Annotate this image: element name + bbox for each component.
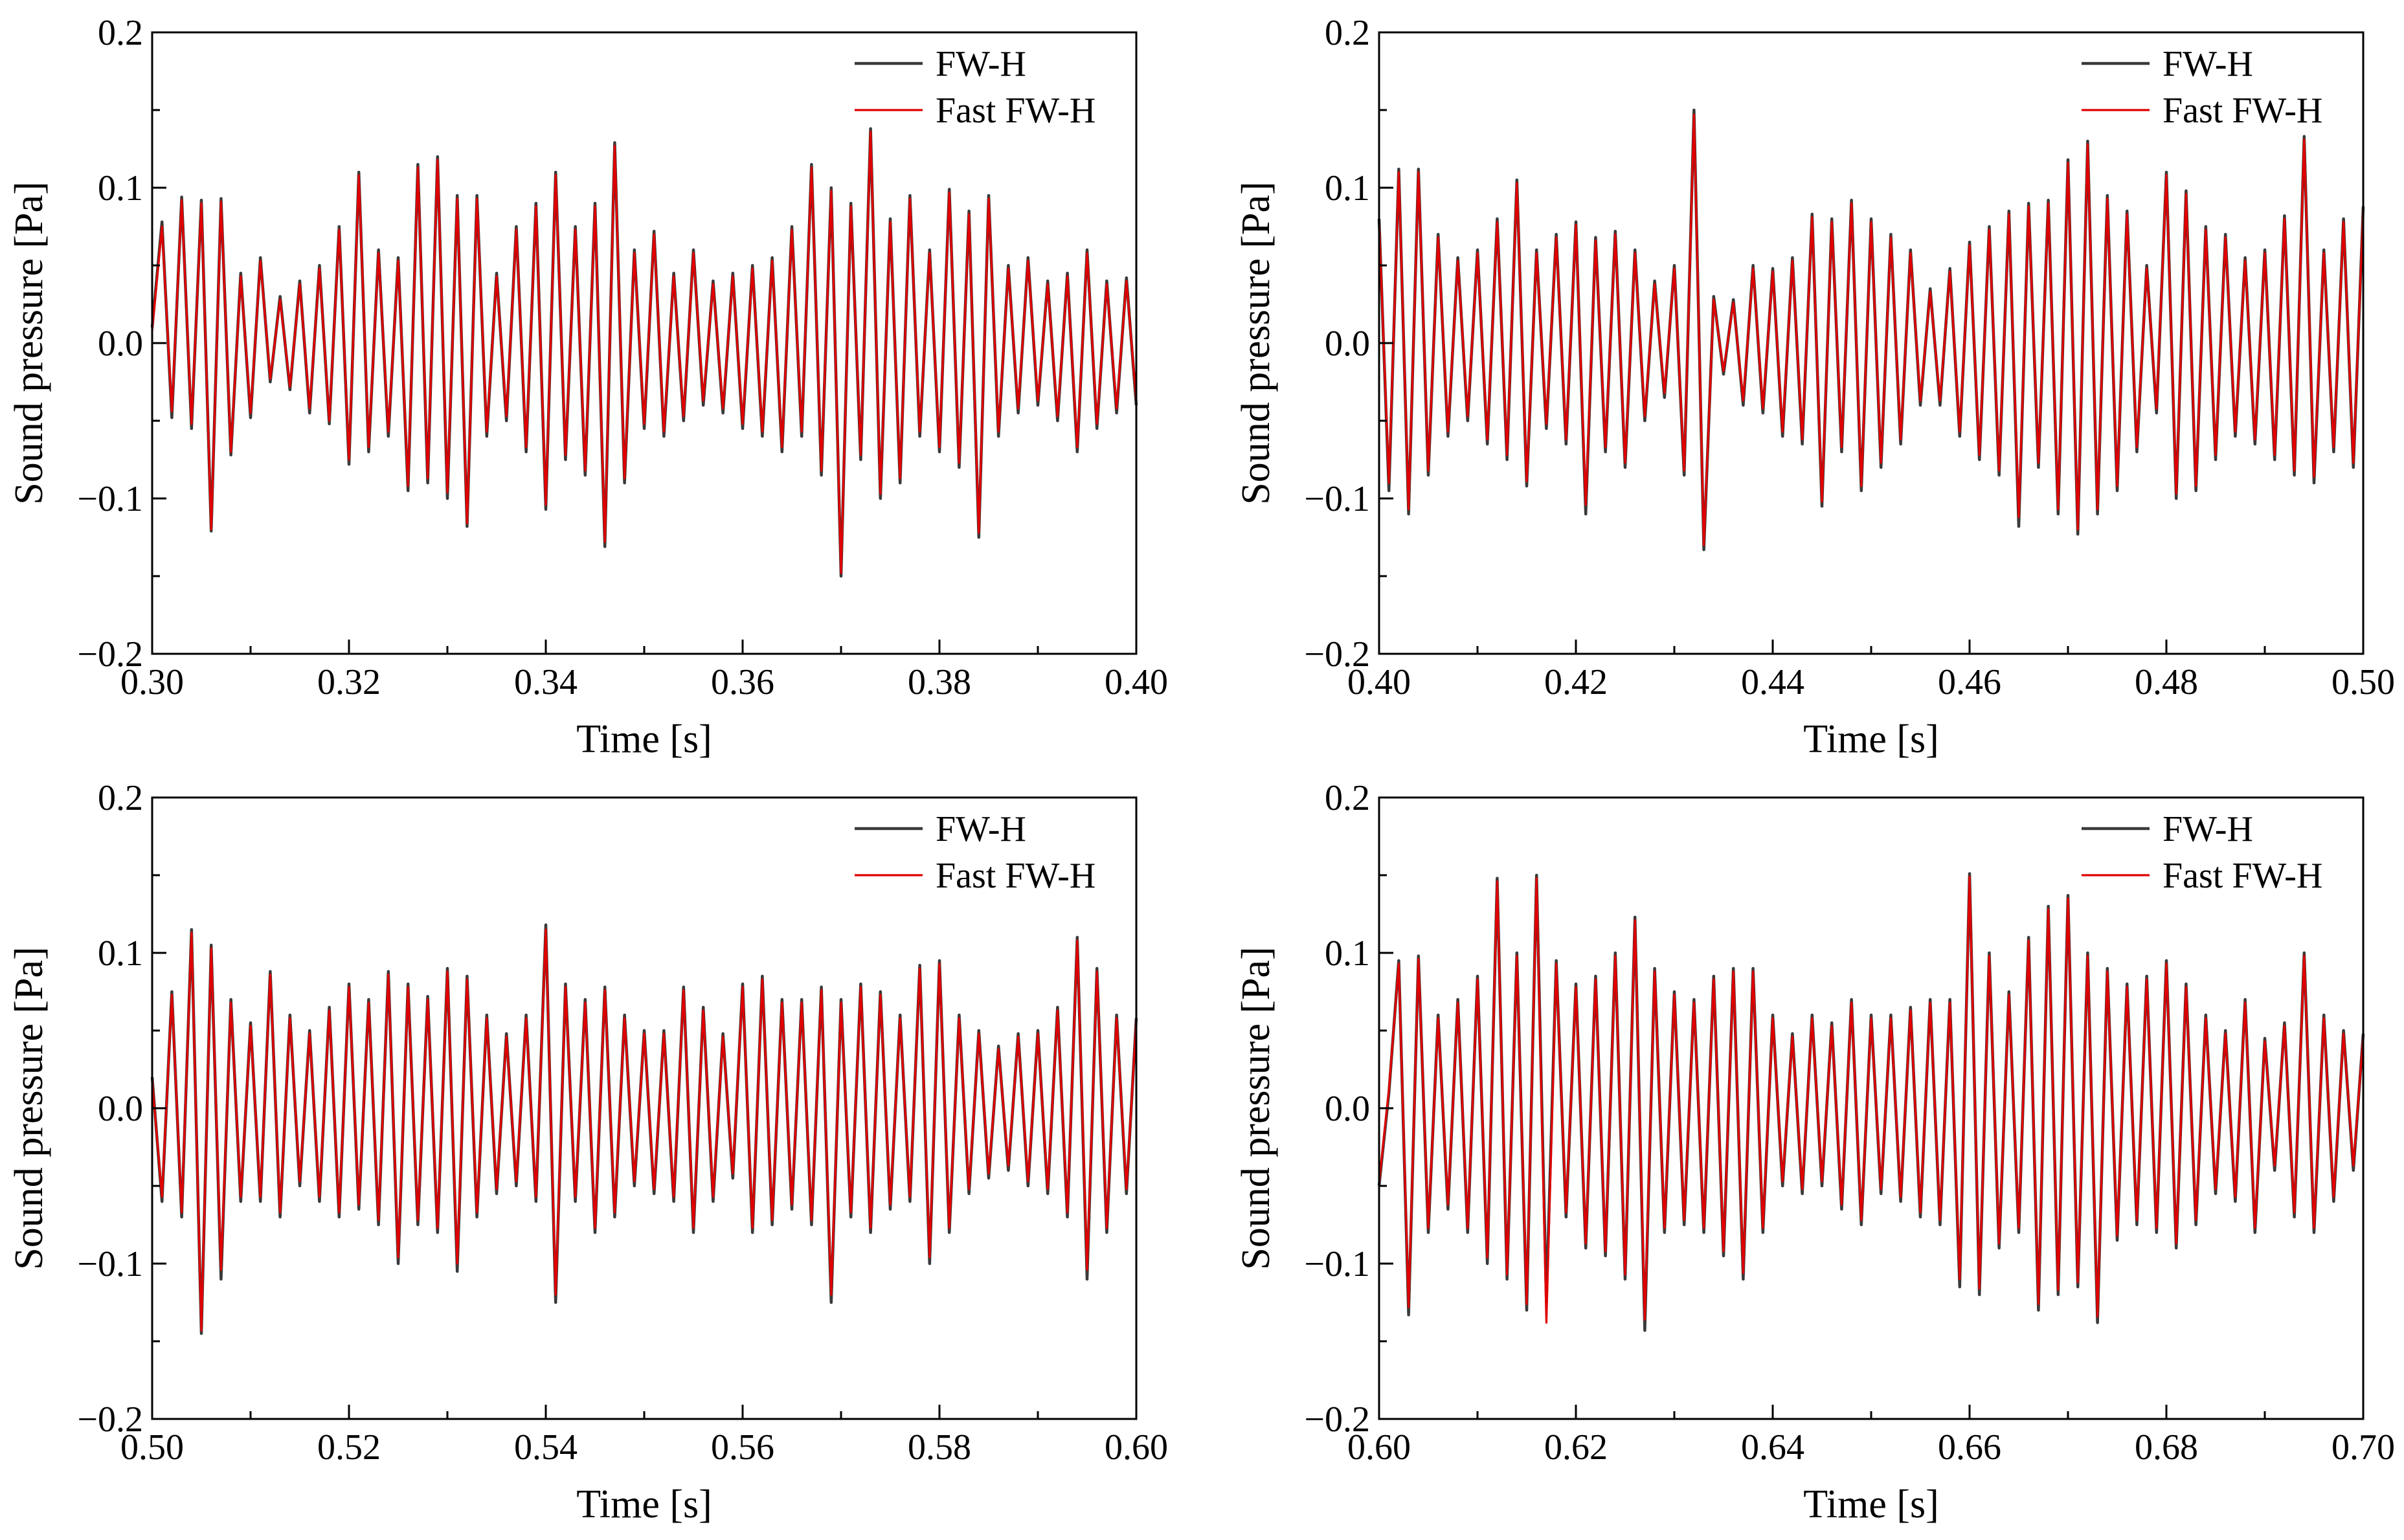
- x-tick-label: 0.66: [1938, 1427, 2001, 1467]
- y-tick-label: 0.1: [98, 933, 143, 974]
- series-line-fast-fw-h: [151, 928, 1138, 1332]
- legend-label: FW-H: [2162, 809, 2253, 849]
- y-tick-label: 0.2: [98, 778, 143, 818]
- y-tick-label: 0.2: [98, 13, 143, 53]
- series-line-fast-fw-h: [1378, 113, 2365, 546]
- x-tick-label: 0.42: [1544, 662, 1608, 702]
- legend-label: Fast FW-H: [936, 856, 1095, 896]
- y-tick-label: −0.2: [1304, 1400, 1370, 1440]
- y-tick-label: −0.1: [1304, 479, 1370, 519]
- y-tick-label: 0.0: [98, 1089, 143, 1129]
- series-line-fast-fw-h: [1378, 875, 2365, 1324]
- x-tick-label: 0.54: [514, 1427, 578, 1467]
- y-axis-title: Sound pressure [Pa]: [7, 181, 51, 504]
- legend-label: Fast FW-H: [2162, 856, 2322, 896]
- chart-panel-4: 0.60 0.62 0.64 0.66 0.68 0.70 0.2 0.1 0.0 −0.1 −0.…: [1234, 778, 2395, 1526]
- x-tick-label: 0.64: [1741, 1427, 1804, 1467]
- x-tick-label: 0.40: [1347, 662, 1411, 702]
- y-tick-label: −0.1: [1304, 1244, 1370, 1284]
- x-tick-label: 0.50: [2331, 662, 2395, 702]
- y-tick-label: 0.1: [1325, 168, 1370, 208]
- x-tick-label: 0.58: [908, 1427, 971, 1467]
- y-tick-label: −0.2: [77, 1400, 143, 1440]
- x-axis-title: Time [s]: [1803, 717, 1939, 761]
- y-tick-label: −0.2: [77, 634, 143, 675]
- chart-panel-1: 0.30 0.32 0.34 0.36 0.38 0.40 0.2 0.1 0.0 −0.1 −0.…: [7, 13, 1168, 761]
- y-tick-label: 0.0: [98, 324, 143, 364]
- y-tick-label: 0.0: [1325, 324, 1370, 364]
- x-tick-label: 0.62: [1544, 1427, 1608, 1467]
- x-axis-title: Time [s]: [576, 717, 712, 761]
- x-tick-label: 0.34: [514, 662, 578, 702]
- legend-label: Fast FW-H: [936, 91, 1095, 131]
- y-tick-label: 0.1: [1325, 933, 1370, 974]
- y-axis-title: Sound pressure [Pa]: [1234, 946, 1278, 1269]
- x-tick-label: 0.56: [711, 1427, 774, 1467]
- x-tick-label: 0.32: [317, 662, 381, 702]
- legend-label: FW-H: [936, 809, 1026, 849]
- chart-panel-2: 0.40 0.42 0.44 0.46 0.48 0.50 0.2 0.1 0.0 −0.1 −0.…: [1234, 13, 2395, 761]
- legend: FW-H Fast FW-H: [855, 809, 1095, 896]
- y-tick-label: −0.1: [77, 479, 143, 519]
- chart-panel-3: 0.50 0.52 0.54 0.56 0.58 0.60 0.2 0.1 0.0 −0.1 −0.…: [7, 778, 1168, 1526]
- x-tick-label: 0.52: [317, 1427, 381, 1467]
- x-axis-title: Time [s]: [1803, 1482, 1939, 1526]
- x-axis-title: Time [s]: [576, 1482, 712, 1526]
- y-tick-label: 0.1: [98, 168, 143, 208]
- y-tick-label: −0.1: [77, 1244, 143, 1284]
- x-tick-label: 0.48: [2135, 662, 2198, 702]
- y-axis-title: Sound pressure [Pa]: [1234, 181, 1278, 504]
- legend: FW-H Fast FW-H: [855, 44, 1095, 131]
- x-tick-label: 0.30: [120, 662, 184, 702]
- x-tick-label: 0.70: [2331, 1427, 2395, 1467]
- x-tick-label: 0.44: [1741, 662, 1804, 702]
- y-tick-label: 0.0: [1325, 1089, 1370, 1129]
- legend-label: FW-H: [2162, 44, 2253, 84]
- legend: FW-H Fast FW-H: [2082, 809, 2322, 896]
- legend-label: Fast FW-H: [2162, 91, 2322, 131]
- y-tick-label: 0.2: [1325, 778, 1370, 818]
- y-axis-title: Sound pressure [Pa]: [7, 946, 51, 1269]
- x-tick-label: 0.60: [1105, 1427, 1168, 1467]
- x-tick-label: 0.68: [2135, 1427, 2198, 1467]
- x-tick-label: 0.46: [1938, 662, 2001, 702]
- x-tick-label: 0.50: [120, 1427, 184, 1467]
- series-line-fast-fw-h: [151, 131, 1138, 574]
- x-tick-label: 0.60: [1347, 1427, 1411, 1467]
- x-tick-label: 0.40: [1105, 662, 1168, 702]
- x-tick-label: 0.36: [711, 662, 774, 702]
- y-tick-label: 0.2: [1325, 13, 1370, 53]
- y-tick-label: −0.2: [1304, 634, 1370, 675]
- legend-label: FW-H: [936, 44, 1026, 84]
- legend: FW-H Fast FW-H: [2082, 44, 2322, 131]
- x-tick-label: 0.38: [908, 662, 971, 702]
